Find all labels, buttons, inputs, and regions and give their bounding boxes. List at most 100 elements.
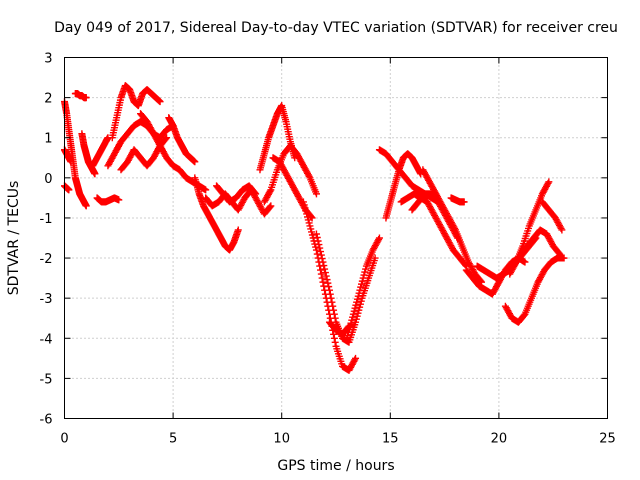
data-point <box>460 198 468 206</box>
series-arc-f <box>89 134 112 170</box>
data-point <box>317 266 325 274</box>
data-point <box>266 187 274 195</box>
y-tick-label: -1 <box>40 212 53 227</box>
data-point <box>156 98 164 106</box>
data-point <box>351 356 359 364</box>
data-point <box>91 170 99 178</box>
data-point <box>330 330 338 338</box>
data-point <box>545 178 553 186</box>
data-point <box>375 236 383 244</box>
y-tick-label: 3 <box>44 52 52 67</box>
data-point <box>319 278 327 286</box>
series-arc-ag <box>517 226 564 258</box>
data-point <box>319 258 327 266</box>
y-tick-label: 1 <box>44 132 52 147</box>
data-point <box>555 249 563 257</box>
data-point <box>326 290 334 298</box>
data-point <box>558 226 566 234</box>
y-tick-label: -4 <box>40 332 53 347</box>
axis-ticks <box>64 57 608 419</box>
data-point <box>267 202 275 210</box>
series-arc-ab <box>447 194 468 206</box>
data-point <box>82 202 90 210</box>
data-point <box>316 244 324 252</box>
x-axis-label: GPS time / hours <box>277 458 394 474</box>
data-point <box>318 255 326 263</box>
y-tick-label: 2 <box>44 92 52 107</box>
data-point <box>65 186 73 194</box>
x-tick-label: 0 <box>60 432 68 447</box>
series-arc-o <box>213 182 260 206</box>
y-tick-label: -6 <box>40 413 53 428</box>
data-point <box>317 248 325 256</box>
data-point <box>308 214 316 222</box>
series-arc-p <box>256 102 299 174</box>
data-point <box>325 283 333 291</box>
data-point <box>313 233 321 241</box>
series-arc-m <box>191 174 242 254</box>
data-point <box>327 294 335 302</box>
data-point <box>251 189 259 197</box>
data-point <box>202 186 210 194</box>
data-point <box>115 196 123 204</box>
series-arc-l <box>165 114 199 166</box>
data-point <box>312 230 320 238</box>
series-arc-x <box>382 150 425 222</box>
data-point <box>321 265 329 273</box>
data-point <box>453 232 461 240</box>
data-marks <box>61 82 568 374</box>
data-point <box>191 158 199 166</box>
x-tick-label: 25 <box>599 432 616 447</box>
data-point <box>330 334 338 342</box>
y-tick-label: -3 <box>40 292 53 307</box>
data-point <box>328 298 336 306</box>
series-arc-b <box>61 146 75 166</box>
series-arc-h <box>108 82 164 142</box>
y-axis-label: SDTVAR / TECUs <box>6 181 22 296</box>
series-arc-ae <box>501 254 568 326</box>
data-point <box>560 254 568 262</box>
data-point <box>305 172 313 180</box>
data-point <box>82 94 90 102</box>
data-point <box>330 306 338 314</box>
data-point <box>162 135 170 143</box>
data-point <box>330 310 338 318</box>
x-tick-label: 15 <box>382 432 399 447</box>
data-point <box>323 276 331 284</box>
data-point <box>352 354 360 362</box>
data-point <box>329 302 337 310</box>
plot-frame <box>64 57 608 419</box>
data-point <box>314 237 322 245</box>
data-point <box>321 269 329 277</box>
data-point <box>67 158 75 166</box>
data-point <box>318 274 326 282</box>
data-point <box>320 262 328 270</box>
data-point <box>521 258 529 266</box>
data-point <box>163 134 171 142</box>
series-arc-q <box>260 142 320 206</box>
data-point <box>315 241 323 249</box>
series-arc-j <box>117 134 171 174</box>
series-arc-g <box>93 194 123 206</box>
series-arc-ah <box>538 198 566 234</box>
data-point <box>556 250 564 258</box>
data-point <box>331 338 339 346</box>
y-tick-label: 0 <box>44 172 52 187</box>
x-tick-label: 20 <box>491 432 508 447</box>
data-point <box>544 179 552 187</box>
data-point <box>252 190 260 198</box>
series-arc-d <box>71 90 90 102</box>
data-point <box>557 224 565 232</box>
series-arc-aa <box>408 190 462 242</box>
data-point <box>266 203 274 211</box>
x-tick-labels: 0 5 10 15 20 25 <box>60 432 615 447</box>
data-point <box>324 279 332 287</box>
data-point <box>322 272 330 280</box>
data-point <box>331 314 339 322</box>
y-tick-label: -5 <box>40 372 53 387</box>
y-tick-label: -2 <box>40 252 53 267</box>
x-tick-label: 5 <box>169 432 177 447</box>
data-point <box>317 270 325 278</box>
data-point <box>312 190 320 198</box>
